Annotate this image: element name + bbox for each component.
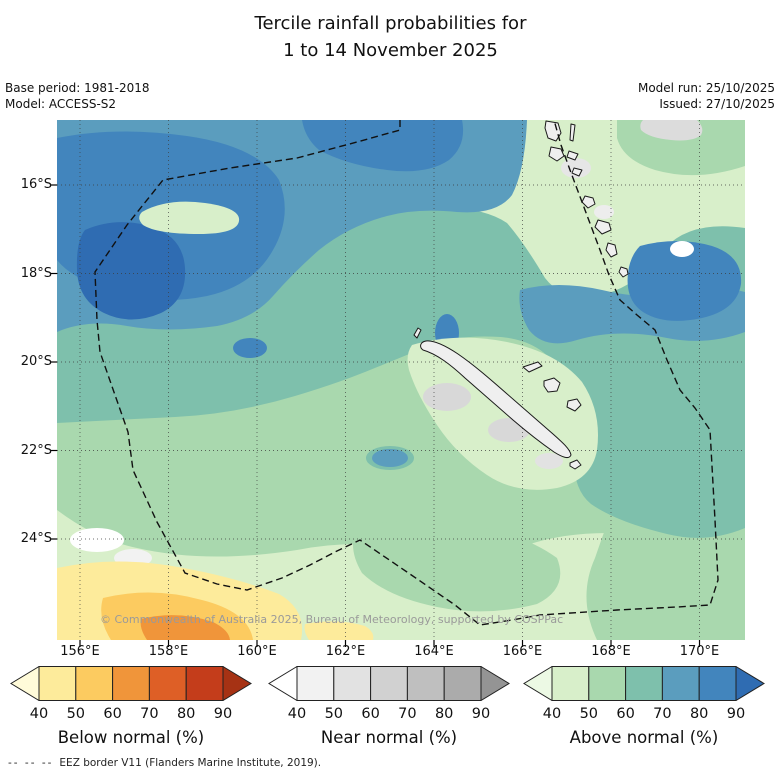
contour-dark-blue	[76, 222, 186, 320]
x-tick-164E: 164°E	[414, 644, 454, 659]
tick-label: 90	[213, 706, 233, 722]
y-tick-18S: 18°S	[20, 265, 52, 281]
legend-near-normal: 40 50 60 70 80 90 Near normal (%)	[268, 666, 510, 747]
meta-left: Base period: 1981-2018 Model: ACCESS-S2	[5, 80, 150, 112]
eez-dash-symbol: -- -- --	[8, 757, 54, 769]
tick-label: 90	[471, 706, 491, 722]
tick-label: 50	[579, 706, 599, 722]
tick-label: 80	[689, 706, 709, 722]
meta-right: Model run: 25/10/2025 Issued: 27/10/2025	[638, 80, 775, 112]
x-tick-166E: 166°E	[502, 644, 543, 659]
tick-label: 70	[653, 706, 672, 722]
x-tick-168E: 168°E	[591, 644, 631, 659]
tick-label: 40	[542, 706, 562, 722]
tick-label: 60	[616, 706, 635, 722]
colorbar-above-normal	[523, 666, 765, 701]
gridlines	[57, 120, 745, 640]
base-period-label: Base period: 1981-2018	[5, 81, 150, 95]
axis-ticks	[50, 184, 701, 647]
eez-note-text: EEZ border V11 (Flanders Marine Institut…	[59, 757, 322, 769]
x-tick-170E: 170°E	[679, 644, 720, 659]
tick-label: 60	[103, 706, 122, 722]
x-tick-156E: 156°E	[60, 644, 100, 659]
legend-above-normal: 40 50 60 70 80 90 Above normal (%)	[523, 666, 765, 747]
legend-title-above: Above normal (%)	[569, 728, 719, 747]
tick-label: 70	[398, 706, 417, 722]
y-tick-22S: 22°S	[20, 442, 52, 458]
tick-label: 50	[66, 706, 86, 722]
legend-title-near: Near normal (%)	[320, 728, 458, 747]
colorbar-ticks: 40 50 60 70 80 90	[10, 706, 252, 723]
copyright-notice: © Commonwealth of Australia 2025, Bureau…	[100, 613, 564, 626]
tick-label: 80	[434, 706, 454, 722]
tick-label: 70	[140, 706, 159, 722]
tick-label: 40	[29, 706, 49, 722]
colorbar-near-normal	[268, 666, 510, 701]
legend-below-normal: 40 50 60 70 80 90 Below normal (%)	[10, 666, 252, 747]
colorbar-below-normal	[10, 666, 252, 701]
model-run-label: Model run: 25/10/2025	[637, 81, 775, 95]
y-tick-24S: 24°S	[20, 531, 52, 546]
tick-label: 50	[324, 706, 344, 722]
contour-light-green-patches	[139, 201, 598, 490]
x-tick-158E: 158°E	[148, 644, 189, 659]
page-title: Tercile rainfall probabilities for 1 to …	[0, 10, 781, 64]
x-tick-162E: 162°E	[325, 644, 366, 659]
y-tick-20S: 20°S	[20, 354, 52, 369]
y-tick-16S: 16°S	[20, 177, 52, 192]
eez-note: -- -- -- EEZ border V11 (Flanders Marine …	[8, 757, 321, 769]
x-tick-160E: 160°E	[237, 644, 277, 659]
colorbar-ticks: 40 50 60 70 80 90	[268, 706, 510, 723]
tick-label: 60	[361, 706, 380, 722]
tick-label: 90	[726, 706, 746, 722]
colorbar-ticks: 40 50 60 70 80 90	[523, 706, 765, 723]
model-label: Model: ACCESS-S2	[5, 97, 117, 111]
legend-title-below: Below normal (%)	[57, 728, 205, 747]
tick-label: 40	[287, 706, 307, 722]
islands-vanuatu	[544, 120, 562, 142]
tick-label: 80	[176, 706, 196, 722]
island-new-caledonia	[420, 340, 572, 459]
islands	[413, 120, 629, 470]
map-canvas	[50, 119, 745, 647]
title-line-1: Tercile rainfall probabilities for	[254, 13, 527, 34]
title-line-2: 1 to 14 November 2025	[283, 40, 498, 61]
issued-label: Issued: 27/10/2025	[659, 97, 775, 111]
contour-below-normal	[57, 561, 374, 640]
eez-border	[94, 119, 719, 626]
